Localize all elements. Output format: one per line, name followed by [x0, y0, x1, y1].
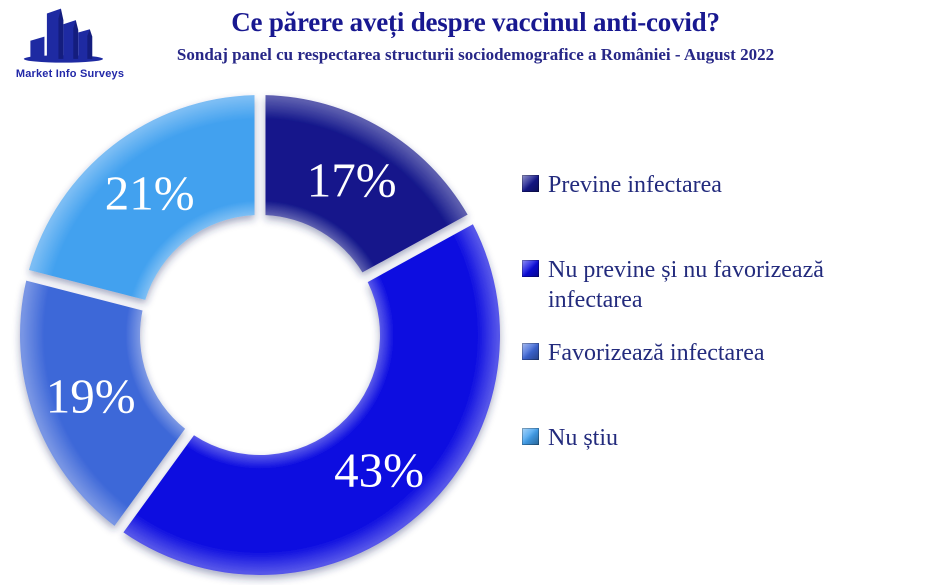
slice-value-label: 19% [46, 368, 136, 423]
pie-slice-2 [123, 224, 501, 576]
legend-item-nu-stiu: Nu știu [522, 423, 618, 453]
chart-title: Ce părere aveți despre vaccinul anti-cov… [231, 7, 720, 37]
buildings-icon [23, 8, 103, 63]
slice-value-label: 21% [105, 165, 195, 220]
pie-slice-1 [265, 95, 468, 273]
legend-swatch-blue [522, 260, 539, 277]
legend-swatch-royal-blue [522, 343, 539, 360]
legend-swatch-sky-blue [522, 428, 539, 445]
logo: Market Info Surveys [6, 2, 134, 80]
donut-chart: 17% 43% 19% 21% [20, 95, 501, 576]
logo-text: Market Info Surveys [15, 68, 125, 80]
legend-item-favorizeaza: Favorizează infectarea [522, 338, 765, 368]
pie-slice-4 [28, 95, 255, 300]
legend-label: Favorizează infectarea [548, 340, 765, 366]
legend-swatch-navy [522, 175, 539, 192]
legend-label: Previne infectarea [548, 172, 722, 198]
legend-item-nu-previne: Nu previne și nu favorizează infectarea [522, 255, 920, 315]
legend-label: Nu știu [548, 425, 619, 451]
slice-value-label: 17% [307, 153, 397, 208]
pie-slice-3 [20, 280, 186, 526]
legend-item-previne-infectarea: Previne infectarea [522, 170, 722, 200]
slice-value-label: 43% [334, 443, 424, 498]
chart-subtitle: Sondaj panel cu respectarea structurii s… [176, 45, 775, 64]
legend-label: Nu previne și nu favorizează infectarea [548, 257, 824, 313]
